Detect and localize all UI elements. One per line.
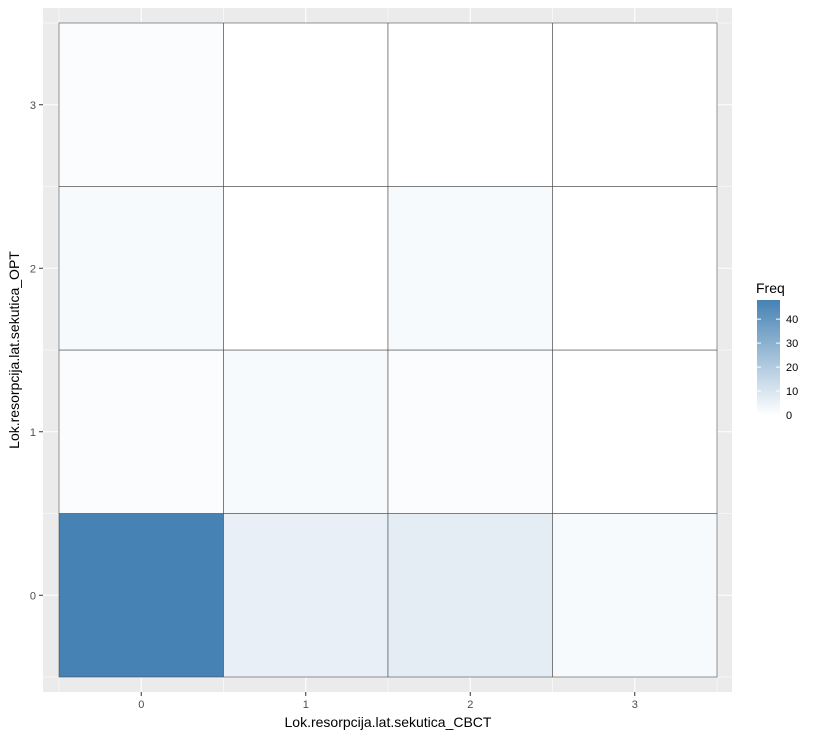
legend-tick-label: 20 [786,362,798,374]
heatmap-cell-1-0 [223,513,389,678]
heatmap-cell-0-3 [58,22,224,187]
x-tick-label: 3 [632,699,638,711]
heatmap-cell-0-1 [58,349,224,514]
legend: Freq 0 10 20 30 40 [756,280,798,422]
x-tick-label: 2 [467,699,473,711]
heatmap-cell-2-3 [387,22,553,187]
heatmap-cell-2-2 [387,186,553,351]
heatmap-cell-0-0 [58,513,224,678]
heatmap-cell-2-0 [387,513,553,678]
heatmap-cell-1-1 [223,349,389,514]
y-tick-label: 1 [30,427,36,439]
x-axis-ticks: 0 1 2 3 [138,692,638,711]
legend-tick-label: 0 [786,410,792,422]
x-tick-label: 1 [303,699,309,711]
legend-tick-label: 40 [786,314,798,326]
heatmap-cell-1-3 [223,22,389,187]
legend-title: Freq [756,280,785,296]
x-axis-title: Lok.resorpcija.lat.sekutica_CBCT [285,714,492,730]
legend-tick-label: 10 [786,386,798,398]
y-tick-label: 3 [30,100,36,112]
heatmap-cell-3-0 [552,513,718,678]
y-axis-title: Lok.resorpcija.lat.sekutica_OPT [6,251,22,449]
heatmap-cell-1-2 [223,186,389,351]
y-tick-label: 2 [30,263,36,275]
legend-tick-label: 30 [786,338,798,350]
heatmap-cell-3-1 [552,349,718,514]
legend-ticks: 0 10 20 30 40 [757,314,798,422]
heatmap-cell-3-3 [552,22,718,187]
x-tick-label: 0 [138,699,144,711]
heatmap-cell-2-1 [387,349,553,514]
heatmap-cell-0-2 [58,186,224,351]
y-axis-ticks: 0 1 2 3 [30,100,43,602]
legend-colorbar [757,300,780,415]
heatmap-cell-3-2 [552,186,718,351]
heatmap-cells [58,22,718,678]
y-tick-label: 0 [30,590,36,602]
